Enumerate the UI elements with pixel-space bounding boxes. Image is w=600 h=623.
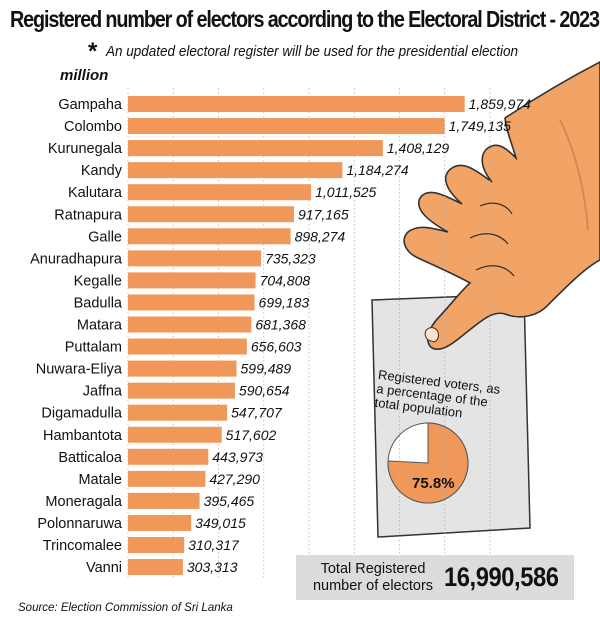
bar bbox=[128, 250, 262, 267]
value-label: 656,603 bbox=[251, 339, 302, 355]
category-label: Matara bbox=[77, 318, 123, 334]
bar bbox=[128, 228, 291, 245]
category-label: Kurunegala bbox=[48, 141, 123, 157]
bar bbox=[128, 537, 185, 553]
percentage-value: 75.8% bbox=[412, 475, 455, 492]
category-label: Jaffna bbox=[83, 384, 123, 400]
value-label: 599,489 bbox=[241, 361, 292, 377]
value-label: 1,184,274 bbox=[346, 162, 408, 178]
percentage-pie bbox=[387, 422, 469, 504]
bar bbox=[128, 382, 235, 399]
value-label: 1,011,525 bbox=[315, 184, 376, 200]
chart-grid bbox=[127, 88, 491, 578]
category-label: Galle bbox=[88, 229, 122, 245]
bar bbox=[128, 294, 255, 311]
value-label: 517,602 bbox=[226, 427, 277, 443]
pie-registered-slice bbox=[387, 422, 469, 504]
category-label: Colombo bbox=[64, 119, 122, 135]
category-label: Kandy bbox=[81, 163, 123, 179]
bar bbox=[128, 404, 228, 421]
value-label: 303,313 bbox=[187, 559, 238, 575]
category-label: Ratnapura bbox=[54, 207, 123, 223]
value-label: 1,749,135 bbox=[449, 118, 511, 134]
value-label: 395,465 bbox=[204, 493, 255, 509]
value-label: 735,323 bbox=[265, 250, 316, 266]
bar bbox=[128, 316, 252, 333]
value-label: 310,317 bbox=[188, 537, 240, 553]
value-label: 547,707 bbox=[231, 405, 283, 421]
value-label: 704,808 bbox=[260, 272, 311, 288]
bar bbox=[128, 338, 247, 355]
category-label: Moneragala bbox=[45, 494, 123, 510]
value-label: 427,290 bbox=[209, 471, 260, 487]
bar bbox=[128, 448, 209, 465]
bar bbox=[128, 140, 383, 157]
bar bbox=[128, 206, 295, 223]
category-label: Digamadulla bbox=[41, 406, 123, 422]
unit-label: million bbox=[60, 67, 109, 84]
bar bbox=[128, 360, 237, 377]
value-label: 898,274 bbox=[295, 228, 346, 244]
source-note: Source: Election Commission of Sri Lanka bbox=[18, 602, 233, 614]
bar bbox=[128, 184, 312, 201]
thumb-nail bbox=[424, 327, 439, 343]
value-label: 699,183 bbox=[259, 294, 310, 310]
bar bbox=[128, 272, 256, 289]
bar bbox=[128, 96, 465, 112]
total-electors-label: Total Registered number of electors bbox=[312, 561, 434, 594]
category-label: Nuwara-Eliya bbox=[36, 362, 123, 378]
category-label: Polonnaruwa bbox=[37, 516, 123, 532]
value-label: 443,973 bbox=[212, 449, 263, 465]
asterisk-mark: * bbox=[88, 38, 98, 65]
category-label: Matale bbox=[78, 472, 122, 488]
total-electors-box: Total Registered number of electors 16,9… bbox=[296, 555, 574, 600]
value-label: 590,654 bbox=[239, 383, 290, 399]
chart-title: Registered number of electors according … bbox=[10, 6, 600, 32]
bars-group bbox=[128, 96, 465, 576]
category-label: Kalutara bbox=[68, 185, 123, 201]
category-label: Puttalam bbox=[65, 340, 122, 356]
category-label: Trincomalee bbox=[43, 538, 122, 554]
bar bbox=[128, 426, 222, 443]
value-label: 349,015 bbox=[195, 515, 246, 531]
bar bbox=[128, 492, 200, 509]
category-label: Batticaloa bbox=[58, 450, 123, 466]
category-label: Gampaha bbox=[58, 97, 123, 113]
category-label: Vanni bbox=[86, 560, 122, 576]
category-label: Kegalle bbox=[74, 273, 122, 289]
bar bbox=[128, 118, 445, 135]
category-label: Anuradhapura bbox=[30, 251, 123, 267]
bar bbox=[128, 470, 206, 487]
subtitle-row: * An updated electoral register will be … bbox=[88, 38, 564, 66]
category-labels: Gampaha Colombo Kurunegala Kandy Kalutara Rat… bbox=[30, 97, 123, 576]
value-label: 1,859,974 bbox=[469, 96, 531, 112]
value-label: 681,368 bbox=[255, 317, 306, 333]
category-label: Badulla bbox=[74, 295, 123, 311]
total-electors-value: 16,990,586 bbox=[444, 562, 559, 592]
chart-subtitle: An updated electoral register will be us… bbox=[105, 43, 518, 61]
category-label: Hambantota bbox=[43, 428, 123, 444]
value-label: 1,408,129 bbox=[387, 140, 449, 156]
bar bbox=[128, 162, 343, 179]
bar bbox=[128, 514, 192, 531]
value-label: 917,165 bbox=[298, 206, 349, 222]
bar bbox=[128, 559, 183, 576]
